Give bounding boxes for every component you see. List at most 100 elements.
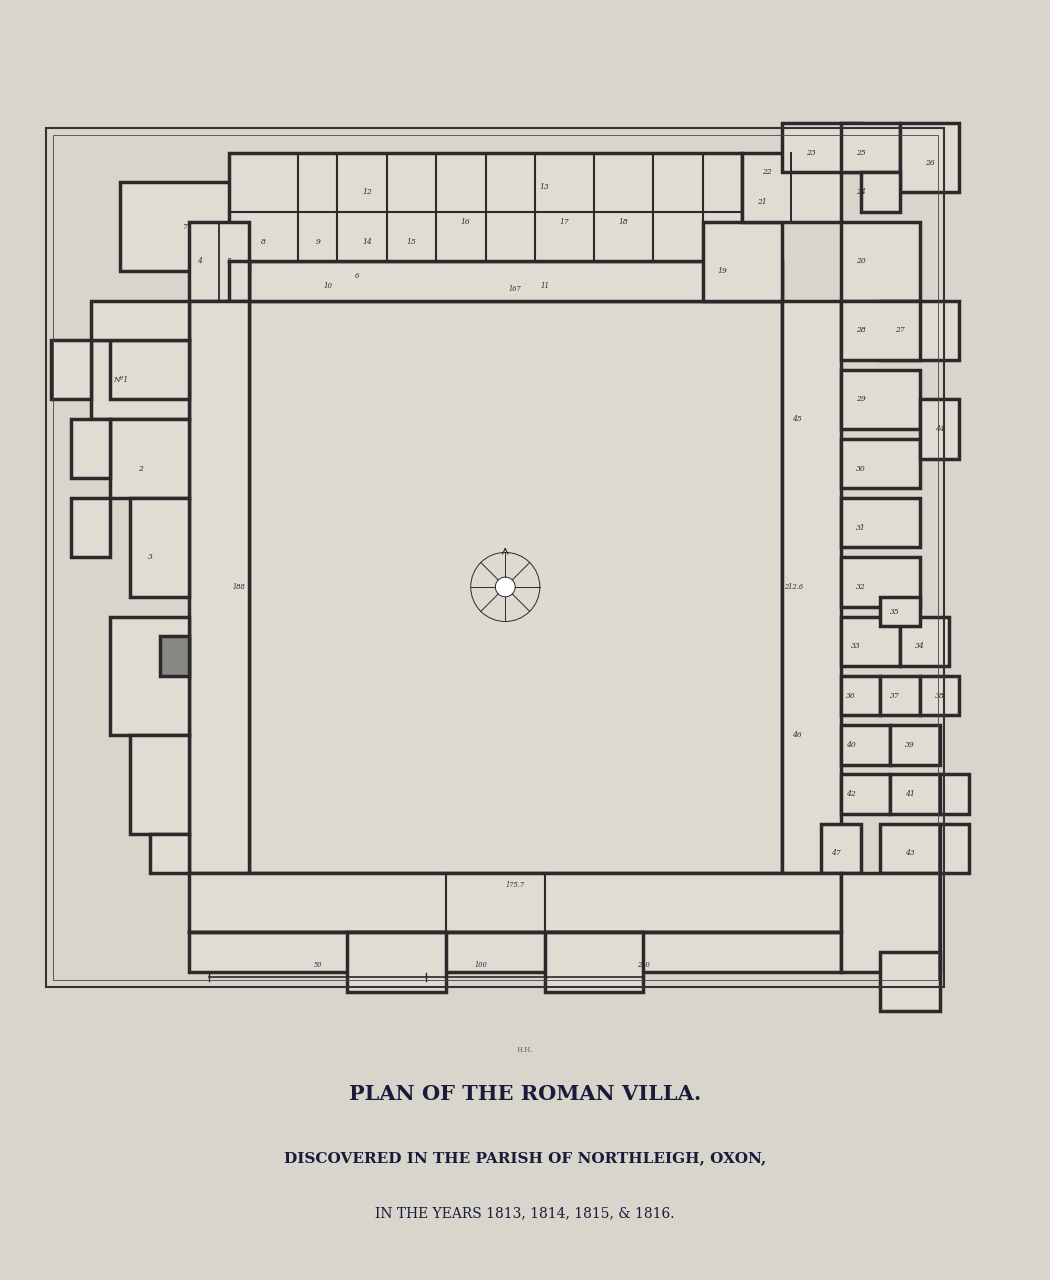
Text: 37: 37 bbox=[890, 691, 900, 699]
Text: H.H.: H.H. bbox=[517, 1046, 533, 1055]
Bar bbox=[841, 557, 920, 607]
Text: 14: 14 bbox=[362, 238, 372, 246]
Text: 9: 9 bbox=[315, 238, 320, 246]
Text: 212.6: 212.6 bbox=[784, 582, 803, 591]
Bar bbox=[189, 873, 841, 932]
Text: 100: 100 bbox=[475, 961, 487, 969]
Text: 26: 26 bbox=[925, 159, 934, 166]
Text: 50: 50 bbox=[314, 961, 322, 969]
Bar bbox=[54, 134, 938, 979]
Bar bbox=[110, 419, 189, 498]
Bar bbox=[890, 774, 940, 814]
Bar bbox=[920, 399, 960, 458]
Text: 17: 17 bbox=[560, 218, 569, 225]
Bar bbox=[71, 419, 110, 479]
Bar bbox=[160, 636, 189, 676]
Bar bbox=[841, 498, 920, 548]
Text: 11: 11 bbox=[541, 282, 549, 289]
Text: 45: 45 bbox=[792, 415, 801, 424]
Text: 175.7: 175.7 bbox=[505, 881, 525, 890]
Bar bbox=[841, 774, 890, 814]
Bar bbox=[150, 833, 189, 873]
Bar bbox=[781, 301, 841, 873]
Bar bbox=[890, 726, 940, 764]
Text: 21: 21 bbox=[757, 198, 766, 206]
Bar bbox=[71, 498, 110, 557]
Text: 35: 35 bbox=[890, 608, 900, 616]
Text: 167: 167 bbox=[509, 285, 522, 293]
Text: PLAN OF THE ROMAN VILLA.: PLAN OF THE ROMAN VILLA. bbox=[349, 1084, 701, 1105]
Bar bbox=[841, 726, 890, 764]
Text: 34: 34 bbox=[915, 643, 925, 650]
Bar bbox=[189, 221, 249, 301]
Text: IN THE YEARS 1813, 1814, 1815, & 1816.: IN THE YEARS 1813, 1814, 1815, & 1816. bbox=[375, 1207, 675, 1220]
Text: 30: 30 bbox=[856, 465, 865, 472]
Text: 31: 31 bbox=[856, 524, 865, 531]
Bar bbox=[841, 221, 920, 301]
Bar bbox=[249, 301, 781, 873]
Text: 250: 250 bbox=[637, 961, 650, 969]
Bar bbox=[900, 617, 949, 666]
Text: 42: 42 bbox=[846, 790, 856, 799]
Text: 188: 188 bbox=[232, 582, 245, 591]
Text: 23: 23 bbox=[806, 148, 816, 156]
Bar bbox=[821, 824, 861, 873]
Bar bbox=[545, 932, 644, 992]
Bar bbox=[781, 123, 861, 173]
Text: 8: 8 bbox=[261, 238, 266, 246]
Bar bbox=[229, 152, 742, 261]
Text: 44: 44 bbox=[934, 425, 944, 433]
Text: 46: 46 bbox=[792, 731, 801, 739]
Bar bbox=[130, 735, 189, 833]
Bar bbox=[51, 340, 90, 399]
Text: 10: 10 bbox=[323, 282, 332, 289]
Bar bbox=[121, 182, 249, 271]
Text: Nº1: Nº1 bbox=[112, 376, 128, 384]
Text: 28: 28 bbox=[856, 326, 865, 334]
Bar bbox=[841, 123, 900, 173]
Text: 3: 3 bbox=[147, 553, 152, 562]
Text: 7: 7 bbox=[182, 223, 187, 230]
Text: 13: 13 bbox=[540, 183, 549, 191]
Bar bbox=[841, 617, 900, 666]
Bar bbox=[880, 676, 920, 716]
Text: 29: 29 bbox=[856, 396, 865, 403]
Bar bbox=[841, 873, 940, 972]
Bar bbox=[742, 152, 841, 221]
Bar bbox=[110, 617, 189, 735]
Bar bbox=[189, 301, 249, 873]
Text: 12: 12 bbox=[362, 188, 372, 196]
Bar bbox=[841, 370, 920, 429]
Text: 47: 47 bbox=[831, 850, 841, 858]
Text: 24: 24 bbox=[856, 188, 865, 196]
Bar bbox=[90, 340, 189, 419]
Bar bbox=[841, 676, 880, 716]
Text: DISCOVERED IN THE PARISH OF NORTHLEIGH, OXON,: DISCOVERED IN THE PARISH OF NORTHLEIGH, … bbox=[284, 1152, 766, 1165]
Bar bbox=[880, 301, 960, 360]
Text: 33: 33 bbox=[850, 643, 861, 650]
Bar bbox=[229, 261, 249, 301]
Text: 32: 32 bbox=[856, 582, 865, 591]
Bar bbox=[900, 123, 960, 192]
Bar bbox=[348, 932, 446, 992]
Bar bbox=[249, 261, 781, 301]
Bar bbox=[880, 596, 920, 626]
Bar bbox=[841, 301, 920, 360]
Text: 2: 2 bbox=[138, 465, 143, 472]
Text: 4: 4 bbox=[196, 257, 202, 265]
Bar bbox=[861, 173, 900, 212]
Bar bbox=[90, 301, 189, 340]
Bar bbox=[46, 128, 945, 987]
Text: 19: 19 bbox=[717, 268, 728, 275]
Bar bbox=[880, 824, 940, 873]
Text: 40: 40 bbox=[846, 741, 856, 749]
Bar bbox=[130, 498, 189, 596]
Bar bbox=[920, 676, 960, 716]
Bar bbox=[940, 774, 969, 814]
Text: 36: 36 bbox=[846, 691, 856, 699]
Text: 18: 18 bbox=[618, 218, 629, 225]
Text: 41: 41 bbox=[905, 790, 915, 799]
Bar bbox=[110, 340, 189, 399]
Circle shape bbox=[496, 577, 516, 596]
Text: 5: 5 bbox=[227, 257, 231, 265]
